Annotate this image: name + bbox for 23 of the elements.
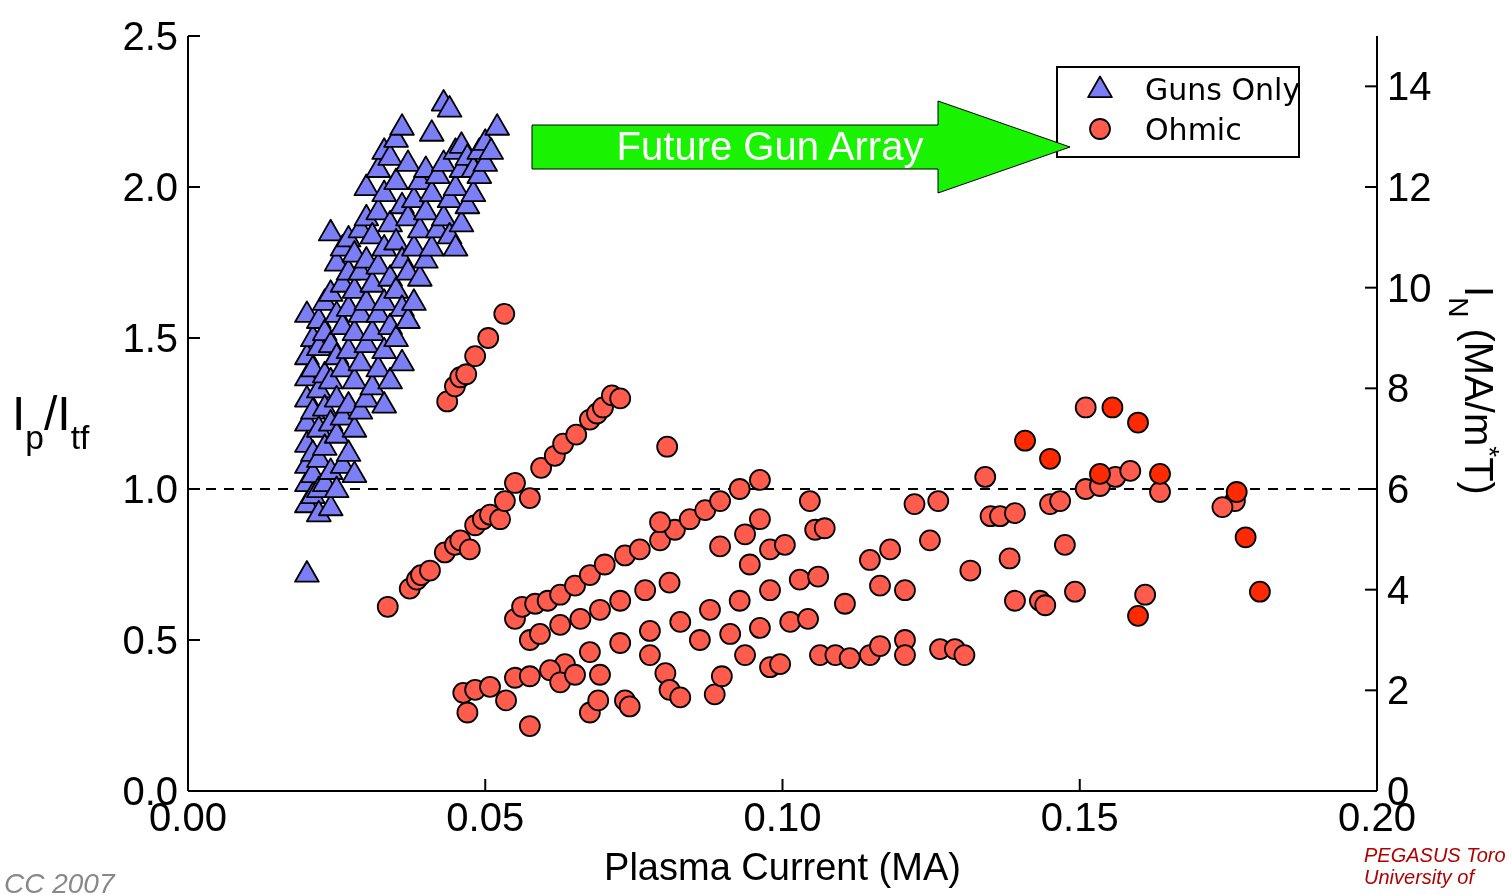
y2-tick-label: 12 <box>1387 165 1432 209</box>
y-tick-label: 0.5 <box>122 618 178 662</box>
y2-tick-label: 10 <box>1387 265 1432 310</box>
y-tick-label: 1.5 <box>122 316 178 360</box>
x-axis-title: Plasma Current (MA) <box>604 846 961 888</box>
y2-tick-label: 8 <box>1387 366 1410 411</box>
y2-tick-label: 4 <box>1387 567 1410 612</box>
text: PEGASUS Toro <box>1364 844 1506 866</box>
annotation: Future Gun Array <box>616 124 924 168</box>
x-tick-label: 0.05 <box>446 795 525 839</box>
y-tick-label: 1.0 <box>122 467 178 511</box>
x-tick-label: 0.10 <box>743 795 822 839</box>
y-axis-title: I$_{p}$/I$_{tf}$ <box>12 387 91 456</box>
text: University of <box>1364 866 1477 888</box>
y2-tick-label: 14 <box>1387 64 1432 109</box>
legend-label: Ohmic <box>1145 112 1242 147</box>
legend-label: Guns Only <box>1145 72 1301 107</box>
x-tick-label: 0.15 <box>1040 795 1119 839</box>
y2-tick-label: 6 <box>1387 467 1410 511</box>
text: CC 2007 <box>4 868 116 895</box>
y-tick-label: 2.5 <box>122 14 178 58</box>
y-tick-label: 2.0 <box>122 165 178 209</box>
y2-tick-label: 2 <box>1387 668 1410 713</box>
